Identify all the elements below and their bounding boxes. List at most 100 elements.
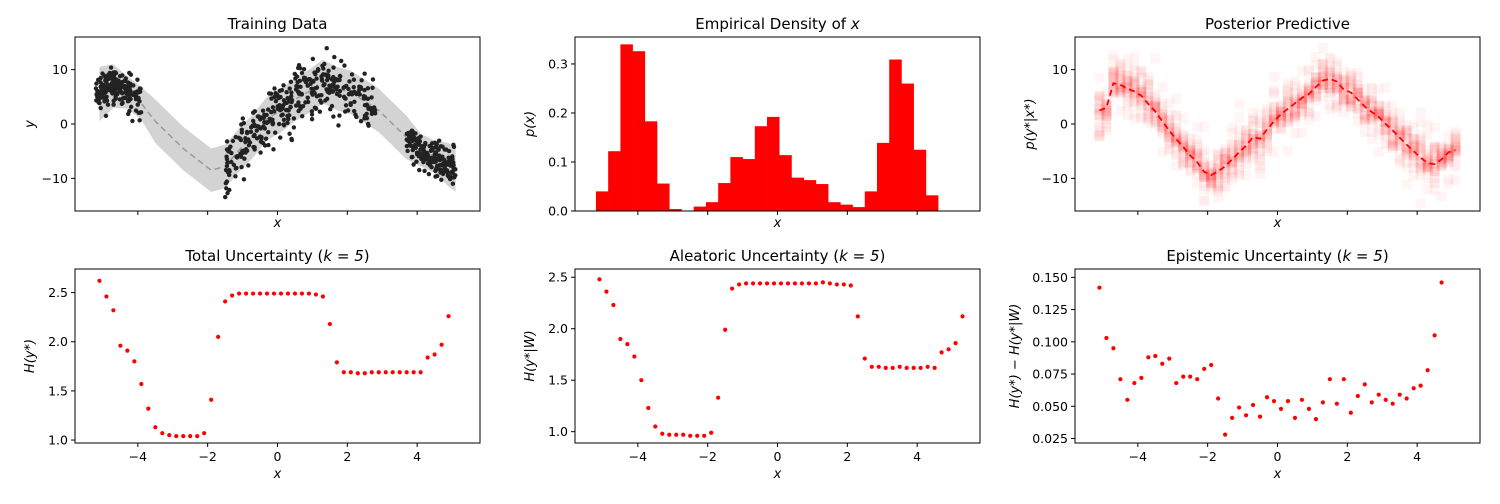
posterior-sample bbox=[1380, 116, 1391, 127]
posterior-sample bbox=[1171, 132, 1182, 143]
data-point bbox=[451, 142, 456, 148]
posterior-sample bbox=[1185, 166, 1196, 177]
posterior-sample bbox=[1401, 124, 1412, 135]
posterior-sample bbox=[1262, 145, 1273, 156]
posterior-sample bbox=[1199, 195, 1210, 206]
posterior-sample bbox=[1171, 93, 1182, 104]
posterior-sample bbox=[1241, 128, 1252, 139]
posterior-sample bbox=[1415, 130, 1426, 141]
posterior-sample bbox=[1345, 101, 1356, 112]
data-point bbox=[862, 356, 867, 361]
data-point bbox=[897, 364, 902, 369]
posterior-sample bbox=[1157, 119, 1168, 130]
posterior-sample bbox=[1422, 152, 1433, 163]
posterior-sample bbox=[1289, 104, 1300, 115]
posterior-sample bbox=[1296, 95, 1307, 106]
posterior-sample bbox=[1136, 84, 1147, 95]
x-tick-label: −4 bbox=[629, 449, 647, 464]
posterior-sample bbox=[1227, 164, 1238, 175]
data-point bbox=[93, 86, 99, 91]
posterior-sample bbox=[1206, 167, 1217, 178]
posterior-sample bbox=[1422, 164, 1433, 175]
posterior-sample bbox=[1255, 163, 1266, 174]
posterior-sample bbox=[1248, 134, 1259, 145]
posterior-sample bbox=[1171, 131, 1182, 142]
posterior-sample bbox=[1248, 115, 1259, 126]
data-point bbox=[246, 163, 251, 168]
posterior-sample bbox=[1199, 170, 1210, 181]
posterior-sample bbox=[1255, 138, 1266, 149]
data-point bbox=[285, 291, 291, 296]
posterior-sample bbox=[1331, 59, 1342, 70]
posterior-sample bbox=[1143, 79, 1154, 90]
data-point bbox=[332, 84, 337, 90]
posterior-sample bbox=[1352, 83, 1363, 94]
data-point bbox=[291, 125, 297, 130]
posterior-sample bbox=[1122, 80, 1133, 91]
posterior-sample bbox=[1206, 178, 1217, 189]
posterior-sample bbox=[1373, 120, 1384, 131]
data-point bbox=[327, 83, 332, 88]
posterior-sample bbox=[1394, 130, 1405, 141]
posterior-sample bbox=[1394, 155, 1405, 166]
posterior-sample bbox=[1122, 82, 1133, 93]
posterior-sample bbox=[1324, 71, 1335, 82]
posterior-mean-line bbox=[1099, 77, 1456, 177]
posterior-sample bbox=[1248, 143, 1259, 154]
data-point bbox=[362, 87, 367, 93]
data-point bbox=[890, 365, 895, 370]
histogram-bar bbox=[791, 177, 804, 211]
posterior-sample bbox=[1436, 142, 1447, 153]
posterior-sample bbox=[1429, 177, 1440, 188]
posterior-sample bbox=[1289, 106, 1300, 117]
posterior-sample bbox=[1101, 125, 1112, 136]
posterior-sample bbox=[1387, 138, 1398, 149]
data-point bbox=[422, 168, 427, 174]
data-point bbox=[320, 294, 325, 299]
posterior-sample bbox=[1115, 61, 1126, 72]
posterior-sample bbox=[1352, 108, 1363, 119]
posterior-sample bbox=[1143, 74, 1154, 85]
data-point bbox=[319, 78, 325, 83]
posterior-sample bbox=[1213, 164, 1224, 175]
y-tick-label: 0.125 bbox=[1032, 302, 1068, 317]
posterior-sample bbox=[1094, 105, 1105, 116]
data-point bbox=[264, 291, 270, 296]
posterior-sample bbox=[1115, 59, 1126, 70]
data-point bbox=[267, 119, 272, 124]
data-point bbox=[358, 118, 364, 124]
posterior-sample bbox=[1108, 67, 1119, 78]
posterior-sample bbox=[1094, 126, 1105, 137]
posterior-sample bbox=[1199, 195, 1210, 206]
posterior-sample bbox=[1143, 100, 1154, 111]
data-point bbox=[97, 100, 102, 106]
posterior-sample bbox=[1150, 102, 1161, 113]
posterior-sample bbox=[1262, 143, 1273, 154]
posterior-sample bbox=[1401, 125, 1412, 136]
posterior-sample bbox=[1443, 130, 1454, 141]
data-point bbox=[223, 299, 228, 304]
data-point bbox=[251, 118, 256, 124]
posterior-sample bbox=[1115, 84, 1126, 95]
chart-title: Epistemic Uncertainty (k = 5) bbox=[1166, 247, 1388, 265]
posterior-sample bbox=[1157, 112, 1168, 123]
posterior-sample bbox=[1296, 98, 1307, 109]
posterior-sample bbox=[1422, 160, 1433, 171]
data-point bbox=[440, 154, 445, 159]
data-point bbox=[430, 148, 435, 153]
posterior-sample bbox=[1227, 139, 1238, 150]
posterior-sample bbox=[1422, 120, 1433, 131]
posterior-sample bbox=[1213, 181, 1224, 192]
posterior-sample bbox=[1408, 157, 1419, 168]
posterior-sample bbox=[1143, 80, 1154, 91]
posterior-sample bbox=[1143, 114, 1154, 125]
posterior-sample bbox=[1338, 94, 1349, 105]
data-point bbox=[120, 100, 125, 106]
posterior-sample bbox=[1310, 111, 1321, 122]
plot-area-total bbox=[97, 278, 451, 439]
posterior-sample bbox=[1248, 136, 1259, 147]
posterior-sample bbox=[1366, 92, 1377, 103]
data-point bbox=[433, 159, 438, 164]
